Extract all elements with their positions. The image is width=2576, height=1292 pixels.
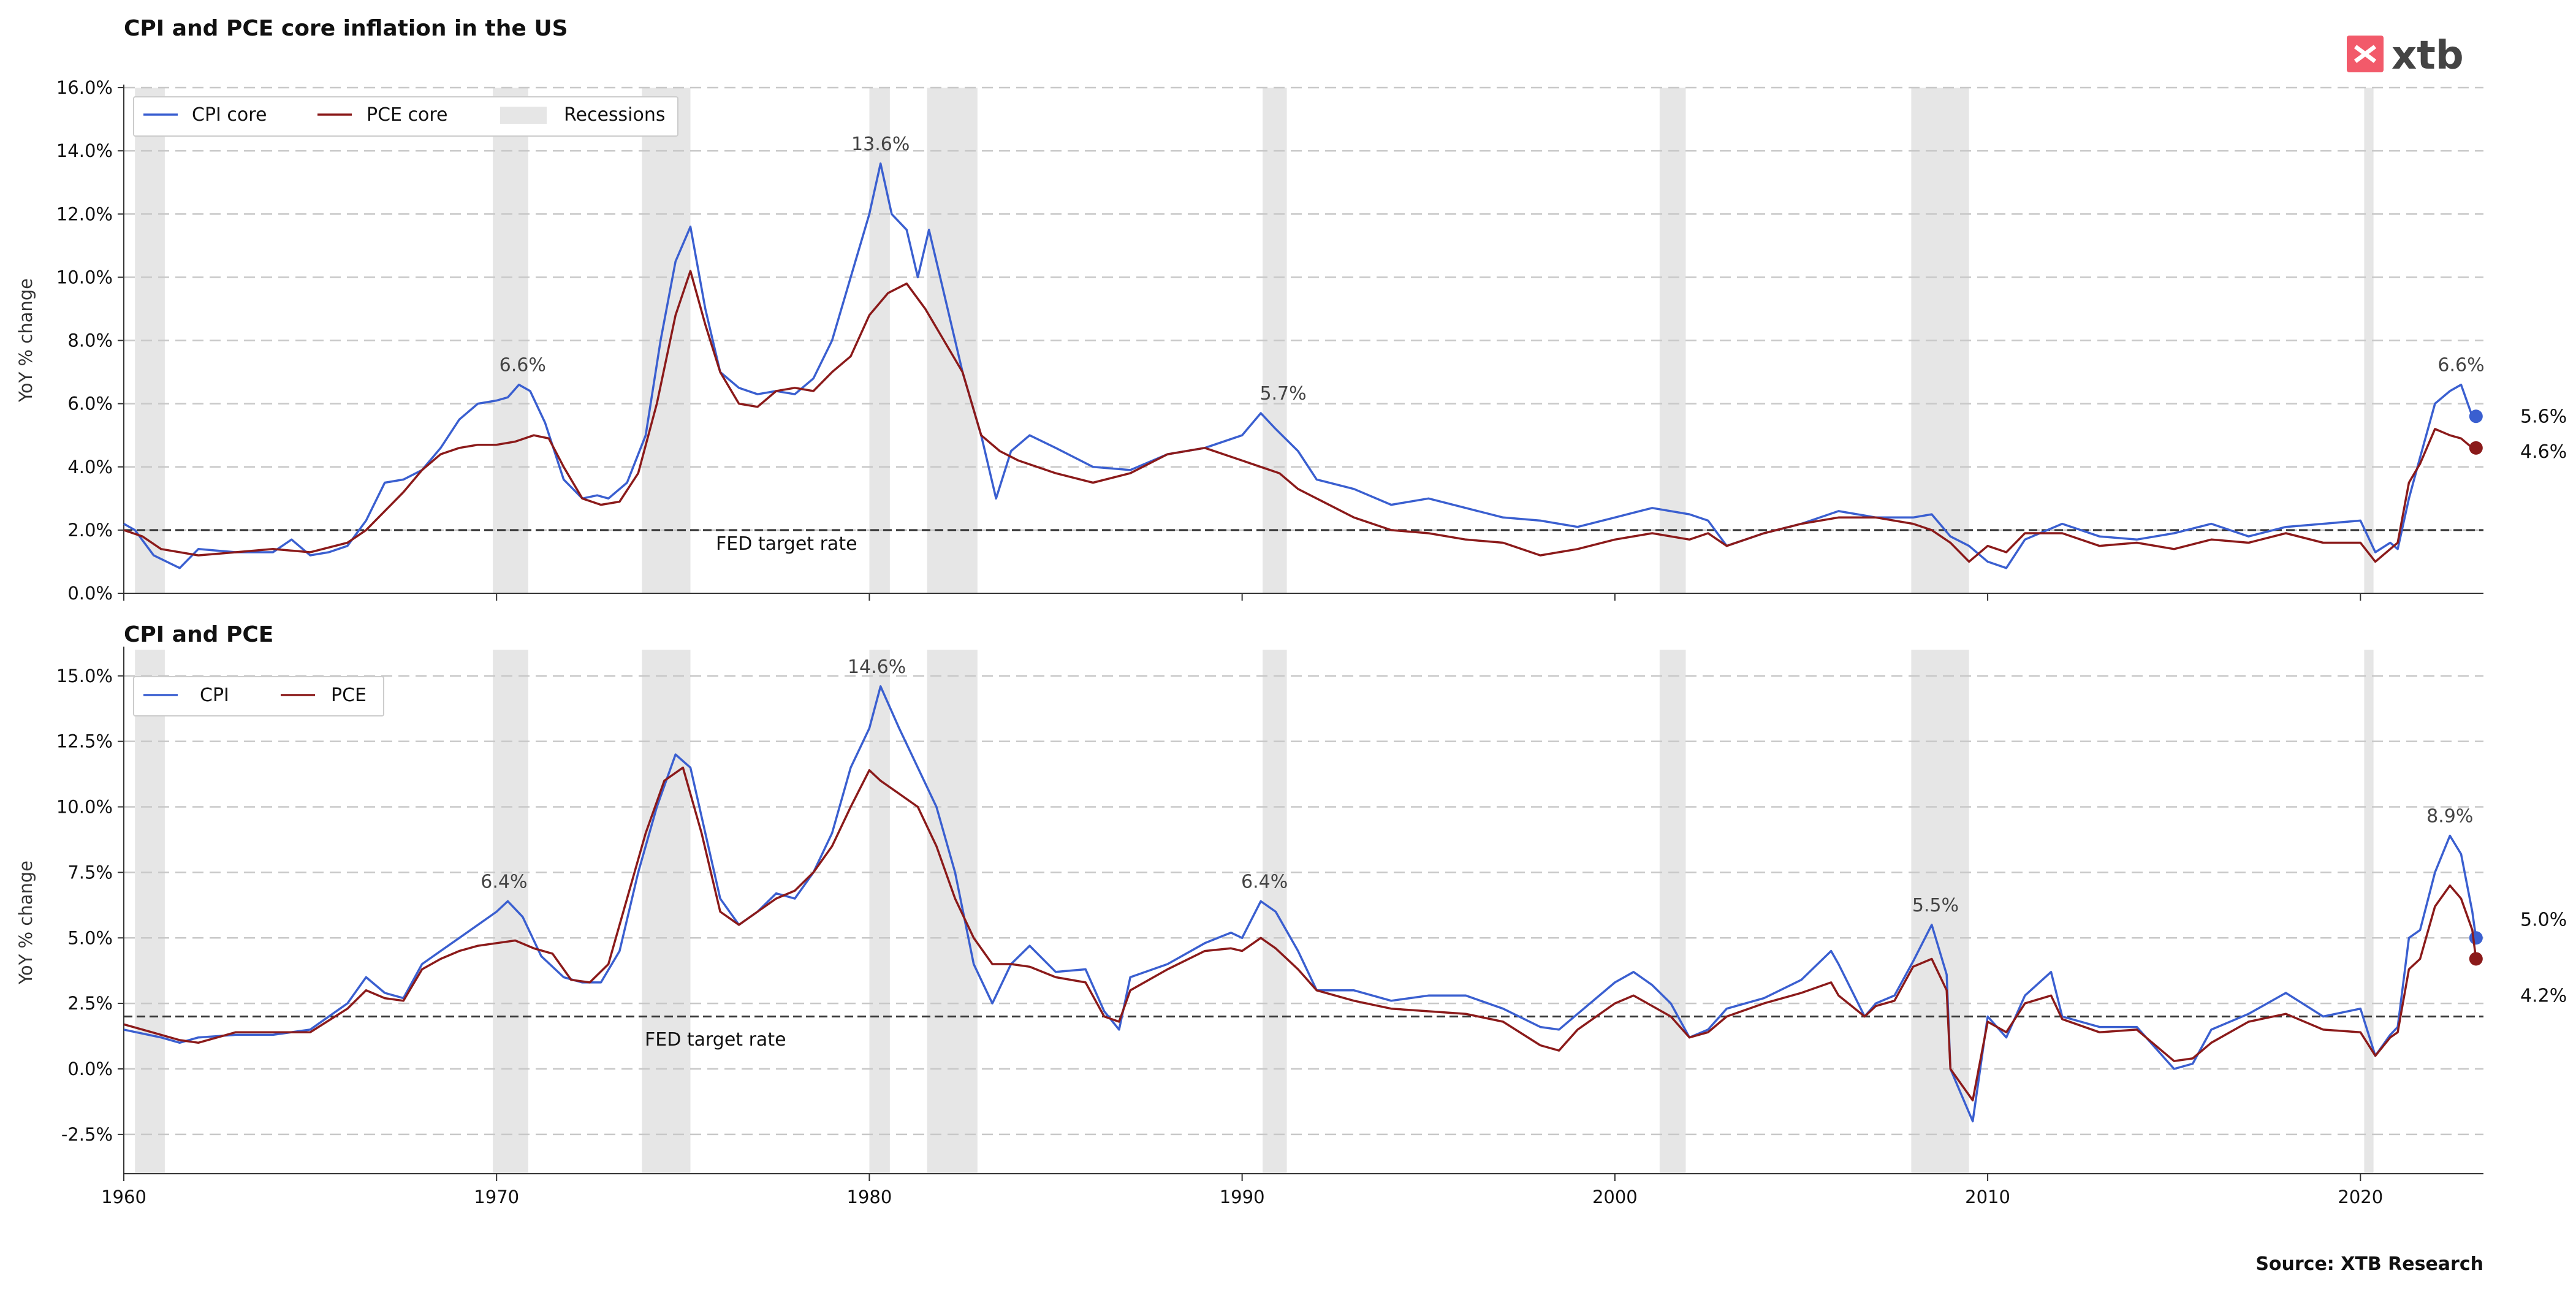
- y-tick-label: 4.0%: [67, 457, 113, 477]
- x-tick-label: 1960: [101, 1187, 146, 1207]
- recession-band: [927, 650, 978, 1174]
- legend-label-pce-core: PCE core: [367, 104, 448, 126]
- fed-target-label: FED target rate: [716, 533, 857, 555]
- chart-title: CPI and PCE core inflation in the US: [124, 16, 568, 41]
- y-axis-label: YoY % change: [15, 861, 36, 985]
- recession-band: [1911, 88, 1969, 593]
- x-tick-label: 1970: [474, 1187, 519, 1207]
- y-tick-label: 14.0%: [56, 140, 113, 161]
- legend-label-cpi: CPI: [200, 685, 229, 706]
- peak-annotation: 14.6%: [848, 656, 906, 678]
- legend-swatch-recessions: [500, 107, 547, 124]
- peak-annotation: 13.6%: [851, 134, 910, 155]
- y-tick-label: 12.5%: [56, 731, 113, 752]
- recession-band: [869, 650, 890, 1174]
- y-tick-label: 2.5%: [67, 993, 113, 1014]
- source-note: Source: XTB Research: [2255, 1253, 2483, 1275]
- y-tick-label: 10.0%: [56, 267, 113, 287]
- x-tick-label: 2020: [2338, 1187, 2383, 1207]
- y-tick-label: 5.0%: [67, 927, 113, 948]
- end-point-cpi: [2469, 931, 2483, 945]
- recession-band: [2364, 88, 2374, 593]
- xtb-logo-arrows-icon: [2354, 45, 2377, 63]
- end-value-label: 5.0%: [2520, 909, 2567, 930]
- legend-label-recessions: Recessions: [564, 104, 666, 126]
- y-tick-label: 16.0%: [56, 77, 113, 98]
- plot-area: 0.0% 2.0% 4.0% 6.0% 8.0% 10.0% 12.0% 14.0% 16.0%…: [56, 77, 2567, 604]
- peak-annotation: 6.4%: [1241, 871, 1288, 892]
- recession-band: [1659, 650, 1686, 1174]
- recession-band: [1911, 650, 1969, 1174]
- series-line-pce-core: [123, 270, 2476, 563]
- end-value-label: 5.6%: [2520, 406, 2567, 427]
- headline-inflation-panel: -2.5% 0.0% 2.5% 5.0% 7.5% 10.0% 12.5% 15.0% 1960…: [15, 622, 2567, 1207]
- legend: CPI core PCE core Recessions: [133, 96, 678, 137]
- series-line-cpi-core: [123, 162, 2476, 569]
- y-tick-label: 12.0%: [56, 203, 113, 224]
- y-tick-label: 0.0%: [67, 583, 113, 604]
- y-tick-label: 10.0%: [56, 797, 113, 818]
- peak-annotation: 6.6%: [2437, 355, 2484, 376]
- y-tick-label: 15.0%: [56, 666, 113, 686]
- recession-band: [642, 650, 691, 1174]
- peak-annotation: 8.9%: [2426, 806, 2473, 827]
- series-line-cpi: [123, 685, 2477, 1123]
- x-tick-label: 2010: [1965, 1187, 2010, 1207]
- y-tick-label: 6.0%: [67, 393, 113, 414]
- core-inflation-panel: 0.0% 2.0% 4.0% 6.0% 8.0% 10.0% 12.0% 14.0% 16.0%…: [15, 16, 2567, 604]
- recession-band: [493, 650, 528, 1174]
- x-tick-label: 1980: [847, 1187, 892, 1207]
- y-axis-label: YoY % change: [15, 278, 36, 403]
- peak-annotation: 6.4%: [481, 871, 527, 892]
- end-value-label: 4.6%: [2520, 441, 2567, 463]
- x-tick-label: 2000: [1592, 1187, 1638, 1207]
- peak-annotation: 6.6%: [500, 355, 546, 376]
- chart-title: CPI and PCE: [124, 622, 273, 647]
- y-tick-label: -2.5%: [61, 1124, 113, 1145]
- legend-label-pce: PCE: [331, 685, 367, 706]
- legend-label-cpi-core: CPI core: [192, 104, 267, 126]
- fed-target-label: FED target rate: [645, 1029, 786, 1051]
- end-value-label: 4.2%: [2520, 985, 2567, 1006]
- peak-annotation: 5.7%: [1260, 383, 1306, 405]
- end-point-pce-core: [2469, 441, 2483, 455]
- end-point-cpi-core: [2469, 409, 2483, 424]
- x-tick-label: 1990: [1220, 1187, 1265, 1207]
- plot-area: -2.5% 0.0% 2.5% 5.0% 7.5% 10.0% 12.5% 15.0% 1960…: [56, 647, 2567, 1207]
- y-tick-label: 8.0%: [67, 330, 113, 351]
- peak-annotation: 5.5%: [1912, 895, 1959, 916]
- legend: CPI PCE: [133, 676, 384, 716]
- xtb-logo: xtb: [2347, 33, 2464, 78]
- recession-band: [2364, 650, 2374, 1174]
- y-tick-label: 7.5%: [67, 862, 113, 883]
- y-tick-label: 2.0%: [67, 520, 113, 541]
- recession-band: [135, 650, 165, 1174]
- end-point-pce: [2469, 952, 2483, 966]
- series-line-pce: [123, 766, 2477, 1102]
- xtb-logo-text: xtb: [2392, 33, 2464, 78]
- y-tick-label: 0.0%: [67, 1058, 113, 1079]
